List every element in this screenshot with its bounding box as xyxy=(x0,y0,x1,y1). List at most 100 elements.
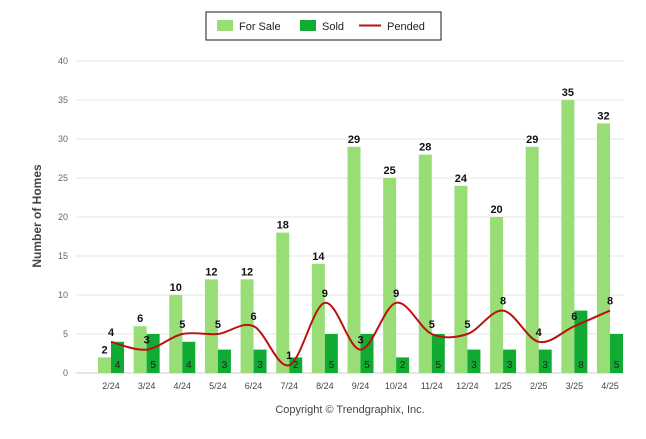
sold-value-label: 5 xyxy=(436,360,442,371)
pended-value-label: 4 xyxy=(108,327,115,339)
pended-value-label: 8 xyxy=(500,296,506,308)
y-tick-label: 15 xyxy=(58,251,68,261)
x-tick-label: 4/24 xyxy=(174,381,192,391)
sold-value-label: 3 xyxy=(222,360,228,371)
bar-sold xyxy=(217,349,231,373)
x-tick-label: 11/24 xyxy=(421,381,443,391)
legend-swatch-for-sale xyxy=(217,20,233,31)
bar-sold xyxy=(503,349,517,373)
bar-sold xyxy=(431,334,445,373)
bar-sold xyxy=(324,334,338,373)
bar-for-sale xyxy=(561,100,575,373)
bar-for-sale xyxy=(454,185,468,373)
pended-value-label: 3 xyxy=(144,335,150,347)
y-tick-label: 35 xyxy=(58,95,68,105)
bar-sold xyxy=(467,349,481,373)
x-axis-ticks: 2/24 3/24 4/24 5/24 6/24 7/24 8/24 9/24 10/24 11/… xyxy=(102,381,619,391)
for-sale-value-label: 32 xyxy=(597,110,609,122)
for-sale-value-label: 12 xyxy=(241,266,253,278)
bar-for-sale xyxy=(169,295,183,373)
pended-value-label: 5 xyxy=(215,319,221,331)
legend-label-pended: Pended xyxy=(387,21,425,33)
bar-sold xyxy=(289,357,303,373)
pended-line-layer xyxy=(110,301,611,367)
bar-sold xyxy=(253,349,267,373)
x-tick-label: 6/24 xyxy=(245,381,263,391)
pended-value-label: 6 xyxy=(251,311,257,323)
bar-sold xyxy=(574,310,588,373)
bar-for-sale xyxy=(347,146,361,373)
y-tick-label: 25 xyxy=(58,173,68,183)
pended-value-label: 9 xyxy=(393,288,399,300)
sold-value-label: 2 xyxy=(293,360,299,371)
pended-value-label: 5 xyxy=(429,319,435,331)
pended-value-label: 3 xyxy=(357,335,363,347)
bar-for-sale xyxy=(383,178,397,373)
x-tick-label: 8/24 xyxy=(316,381,334,391)
sold-value-label: 3 xyxy=(542,360,548,371)
pended-value-label: 5 xyxy=(464,319,470,331)
x-tick-label: 2/25 xyxy=(530,381,548,391)
sold-value-label: 3 xyxy=(507,360,513,371)
bar-for-sale xyxy=(276,232,290,373)
pended-line xyxy=(110,301,611,367)
for-sale-value-label: 24 xyxy=(455,173,468,185)
pended-value-label: 1 xyxy=(286,350,292,362)
bar-for-sale xyxy=(490,217,504,373)
for-sale-value-label: 35 xyxy=(562,87,574,99)
for-sale-value-label: 18 xyxy=(277,220,289,232)
pended-value-label: 9 xyxy=(322,288,328,300)
x-tick-label: 3/25 xyxy=(566,381,584,391)
x-tick-label: 5/24 xyxy=(209,381,227,391)
for-sale-value-label: 10 xyxy=(170,282,182,294)
bar-for-sale xyxy=(597,123,610,374)
pended-value-label: 4 xyxy=(536,327,543,339)
pended-value-label: 6 xyxy=(571,311,577,323)
bar-sold xyxy=(538,349,552,373)
x-tick-label: 10/24 xyxy=(385,381,408,391)
for-sale-value-label: 29 xyxy=(348,134,360,146)
bar-sold xyxy=(360,334,374,373)
x-tick-label: 12/24 xyxy=(456,381,479,391)
y-tick-label: 20 xyxy=(58,212,68,222)
sold-value-label: 2 xyxy=(400,360,406,371)
bar-for-sale xyxy=(240,279,254,373)
for-sale-value-label: 14 xyxy=(312,251,325,263)
y-tick-label: 30 xyxy=(58,134,68,144)
bar-for-sale xyxy=(98,357,111,373)
x-tick-label: 4/25 xyxy=(601,381,619,391)
legend-label-for-sale: For Sale xyxy=(239,21,281,33)
bar-for-sale xyxy=(525,146,539,373)
sold-value-label: 5 xyxy=(150,360,156,371)
bar-sold xyxy=(111,341,124,373)
pended-value-label: 5 xyxy=(179,319,185,331)
y-tick-label: 5 xyxy=(63,329,68,339)
y-axis-title: Number of Homes xyxy=(30,164,44,268)
x-tick-label: 9/24 xyxy=(352,381,370,391)
x-tick-label: 2/24 xyxy=(102,381,120,391)
sold-value-label: 8 xyxy=(578,360,584,371)
legend-label-sold: Sold xyxy=(322,21,344,33)
bar-for-sale xyxy=(418,154,432,373)
sold-value-label: 5 xyxy=(329,360,335,371)
y-tick-label: 0 xyxy=(63,368,68,378)
bar-sold xyxy=(146,334,160,373)
legend: For Sale Sold Pended xyxy=(205,11,442,41)
data-labels: 2465104123123182145295252285243203293358… xyxy=(101,87,619,371)
bar-sold xyxy=(182,341,196,373)
bar-for-sale xyxy=(311,263,325,373)
pended-value-label: 8 xyxy=(607,296,613,308)
for-sale-value-label: 20 xyxy=(490,204,502,216)
for-sale-value-label: 2 xyxy=(101,344,107,356)
for-sale-value-label: 6 xyxy=(137,313,143,325)
x-tick-label: 7/24 xyxy=(280,381,298,391)
for-sale-value-label: 12 xyxy=(205,266,217,278)
sold-value-label: 4 xyxy=(186,360,192,371)
y-tick-label: 10 xyxy=(58,290,68,300)
bar-for-sale xyxy=(204,279,218,373)
sold-value-label: 5 xyxy=(614,360,620,371)
sold-value-label: 5 xyxy=(364,360,370,371)
bar-sold xyxy=(396,357,410,373)
